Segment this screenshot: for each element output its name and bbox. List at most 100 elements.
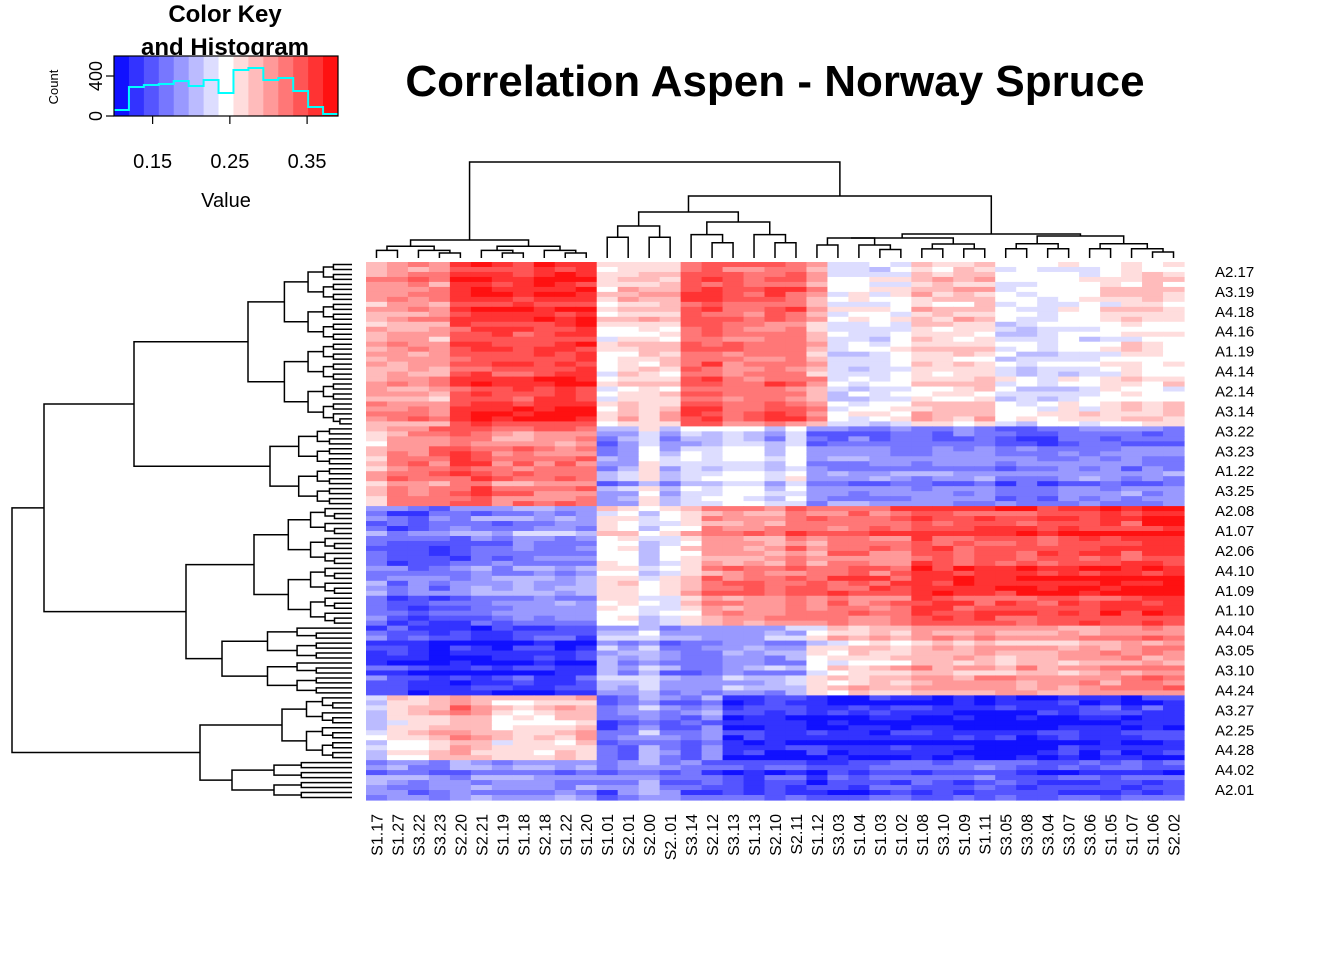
heatmap-cell	[953, 760, 975, 766]
heatmap-cell	[554, 695, 577, 701]
heatmap-cell	[428, 795, 451, 801]
heatmap-cell	[386, 565, 409, 572]
heatmap-cell	[470, 755, 493, 761]
heatmap-cell	[1100, 590, 1122, 597]
dendrogram-branch	[315, 632, 352, 639]
heatmap-cell	[1016, 266, 1038, 273]
heatmap-cell	[785, 286, 808, 293]
heatmap-cell	[575, 665, 598, 672]
heatmap-cell	[1079, 755, 1101, 761]
heatmap-cell	[659, 680, 682, 687]
heatmap-cell	[827, 575, 850, 582]
heatmap-cell	[554, 471, 577, 477]
dendrogram-branch	[1130, 247, 1164, 258]
heatmap-cell	[638, 605, 661, 612]
heatmap-cell	[512, 740, 535, 746]
heatmap-cell	[1079, 361, 1101, 368]
heatmap-cell	[386, 760, 409, 766]
heatmap-cell	[1163, 765, 1185, 771]
heatmap-cell	[722, 610, 745, 617]
heatmap-cell	[1121, 416, 1143, 423]
heatmap-cell	[995, 665, 1017, 672]
heatmap-cell	[806, 326, 829, 333]
heatmap-cell	[869, 725, 891, 731]
heatmap-cell	[722, 526, 745, 532]
heatmap-cell	[1121, 760, 1143, 766]
heatmap-cell	[701, 416, 724, 423]
heatmap-cell	[366, 501, 388, 507]
heatmap-cell	[1058, 286, 1080, 293]
heatmap-cell	[1163, 720, 1185, 726]
heatmap-cell	[1016, 700, 1038, 706]
heatmap-cell	[596, 516, 619, 522]
row-label: A4.04	[1215, 623, 1254, 640]
heatmap-cell	[1079, 735, 1101, 741]
heatmap-cell	[680, 436, 703, 442]
heatmap-cell	[575, 451, 598, 457]
heatmap-cell	[638, 710, 661, 716]
heatmap-cell	[491, 585, 514, 592]
heatmap-cell	[848, 740, 870, 746]
heatmap-cell	[1100, 610, 1122, 617]
heatmap-cell	[890, 585, 912, 592]
heatmap-cell	[1142, 570, 1164, 577]
heatmap-cell	[449, 411, 472, 418]
heatmap-cell	[680, 441, 703, 447]
heatmap-cell	[617, 481, 640, 487]
heatmap-cell	[1163, 436, 1185, 442]
heatmap-cell	[785, 441, 808, 447]
heatmap-cell	[470, 421, 493, 427]
heatmap-cell	[827, 386, 850, 393]
heatmap-cell	[1037, 675, 1059, 682]
heatmap-cell	[449, 496, 472, 502]
heatmap-cell	[848, 770, 870, 776]
heatmap-cell	[386, 306, 409, 313]
dendrogram-branch	[1036, 235, 1125, 244]
heatmap-cell	[1037, 386, 1059, 393]
heatmap-cell	[827, 281, 850, 288]
heatmap-cell	[470, 570, 493, 577]
heatmap-cell	[491, 550, 514, 557]
heatmap-cell	[1016, 685, 1038, 692]
heatmap-cell	[366, 720, 388, 726]
heatmap-cell	[995, 710, 1017, 716]
heatmap-cell	[785, 730, 808, 736]
heatmap-cell	[491, 620, 514, 627]
heatmap-cell	[890, 605, 912, 612]
heatmap-cell	[806, 775, 829, 781]
heatmap-cell	[449, 780, 472, 786]
heatmap-cell	[722, 635, 745, 642]
heatmap-cell	[491, 451, 514, 457]
heatmap-cell	[932, 645, 954, 652]
heatmap-cell	[533, 336, 556, 343]
row-label: A4.02	[1215, 762, 1254, 779]
heatmap-cell	[1121, 451, 1143, 457]
heatmap-cell	[428, 620, 451, 627]
heatmap-cell	[533, 695, 556, 701]
heatmap-cell	[512, 560, 535, 567]
heatmap-cell	[1037, 436, 1059, 442]
dendrogram-branch	[1015, 242, 1059, 249]
heatmap-cell	[659, 655, 682, 662]
heatmap-cell	[596, 321, 619, 328]
heatmap-cell	[638, 695, 661, 701]
heatmap-cell	[890, 486, 912, 492]
heatmap-cell	[743, 685, 766, 692]
heatmap-cell	[1058, 391, 1080, 398]
heatmap-cell	[1058, 725, 1080, 731]
heatmap-cell	[827, 516, 850, 522]
heatmap-cell	[806, 675, 829, 682]
heatmap-cell	[1016, 321, 1038, 328]
heatmap-cell	[680, 770, 703, 776]
heatmap-cell	[932, 700, 954, 706]
heatmap-cell	[890, 316, 912, 323]
dendrogram-branch	[300, 791, 352, 799]
heatmap-cell	[575, 640, 598, 647]
heatmap-cell	[1058, 715, 1080, 721]
heatmap-cell	[722, 396, 745, 403]
heatmap-cell	[806, 531, 829, 537]
heatmap-cell	[680, 715, 703, 721]
heatmap-cell	[1100, 695, 1122, 701]
heatmap-cell	[386, 740, 409, 746]
heatmap-cell	[932, 560, 954, 567]
